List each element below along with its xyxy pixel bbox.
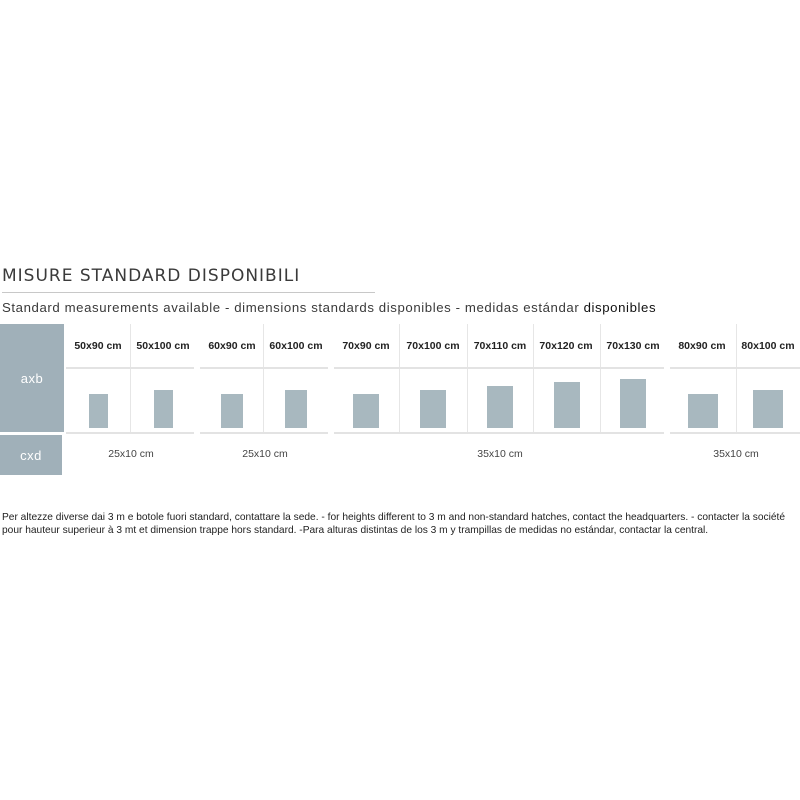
group-band bbox=[200, 367, 328, 369]
cxd-value: 35x10 cm bbox=[477, 448, 523, 460]
group-band bbox=[334, 432, 664, 434]
size-box bbox=[486, 386, 514, 428]
size-header: 70x110 cm bbox=[473, 340, 527, 352]
column-divider bbox=[130, 324, 131, 432]
footnote-line: pour hauteur superieur à 3 mt et dimensi… bbox=[2, 525, 709, 536]
size-box bbox=[88, 393, 108, 428]
subtitle-main: Standard measurements available - dimens… bbox=[2, 300, 584, 315]
group-band bbox=[334, 367, 664, 369]
size-header: 60x100 cm bbox=[269, 340, 323, 352]
column-divider bbox=[399, 324, 400, 432]
size-box bbox=[220, 393, 244, 428]
footnote: Per altezze diverse dai 3 m e botole fuo… bbox=[2, 511, 798, 537]
group-band bbox=[66, 367, 194, 369]
column-divider bbox=[600, 324, 601, 432]
size-box bbox=[553, 382, 581, 428]
size-box bbox=[752, 390, 784, 428]
size-header: 70x130 cm bbox=[606, 340, 660, 352]
size-box bbox=[419, 390, 447, 428]
footnote-line: Per altezze diverse dai 3 m e botole fuo… bbox=[2, 512, 786, 523]
row-label-axb: axb bbox=[0, 324, 64, 432]
title-divider bbox=[2, 292, 375, 293]
column-divider bbox=[533, 324, 534, 432]
size-header: 70x120 cm bbox=[539, 340, 593, 352]
cxd-value: 25x10 cm bbox=[242, 448, 288, 460]
column-divider bbox=[467, 324, 468, 432]
page-title: MISURE STANDARD DISPONIBILI bbox=[2, 266, 301, 286]
size-header: 60x90 cm bbox=[208, 340, 256, 352]
size-header: 70x90 cm bbox=[342, 340, 390, 352]
page-subtitle: Standard measurements available - dimens… bbox=[2, 300, 656, 315]
group-band bbox=[66, 432, 194, 434]
subtitle-tail: disponibles bbox=[583, 300, 657, 315]
size-header: 70x100 cm bbox=[406, 340, 460, 352]
size-header: 80x90 cm bbox=[678, 340, 726, 352]
size-box bbox=[687, 393, 719, 428]
size-box bbox=[352, 393, 380, 428]
size-box bbox=[153, 390, 173, 428]
cxd-value: 25x10 cm bbox=[108, 448, 154, 460]
group-band bbox=[670, 367, 800, 369]
group-band bbox=[670, 432, 800, 434]
column-divider bbox=[263, 324, 264, 432]
size-header: 50x90 cm bbox=[74, 340, 122, 352]
size-box bbox=[284, 390, 308, 428]
cxd-value: 35x10 cm bbox=[713, 448, 759, 460]
size-header: 80x100 cm bbox=[741, 340, 795, 352]
size-header: 50x100 cm bbox=[136, 340, 190, 352]
row-label-cxd: cxd bbox=[0, 435, 62, 475]
group-band bbox=[200, 432, 328, 434]
size-box bbox=[619, 378, 647, 428]
column-divider bbox=[736, 324, 737, 432]
